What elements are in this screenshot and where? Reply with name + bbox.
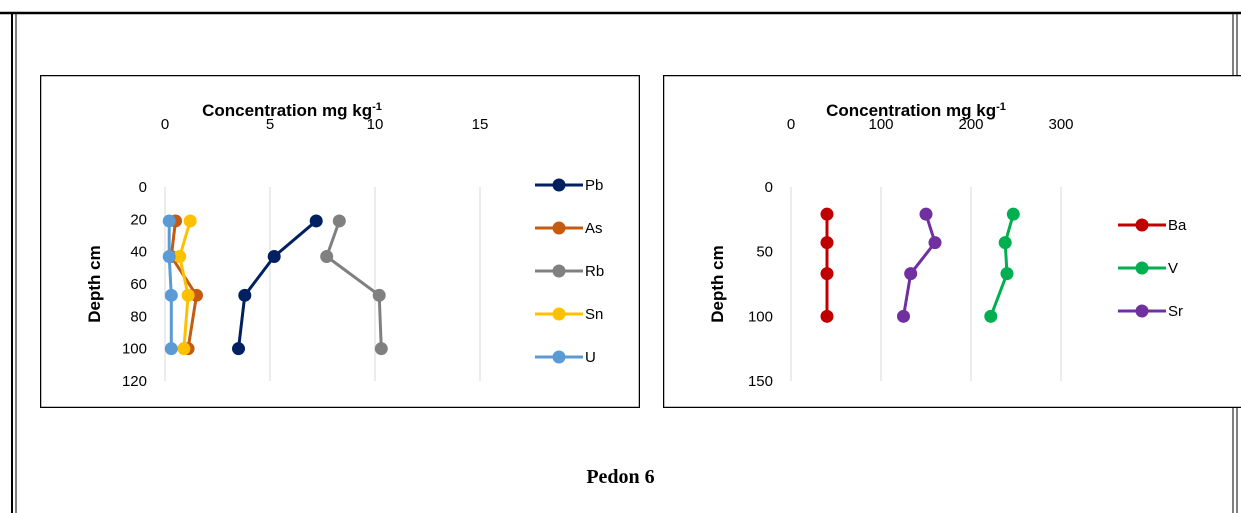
y-tick-label: 100 [748,308,773,325]
data-point-v [998,236,1012,250]
series-line-sn [178,220,192,349]
figure-caption: Pedon 6 [586,466,655,488]
legend-label-sn: Sn [585,306,603,323]
chart-panel-right: Concentration mg kg-1 0 100 200 300 0 50 100 150… [662,74,1241,409]
series-line-rb [324,220,383,349]
y-tick-label: 150 [748,373,773,390]
data-point-ba [820,267,834,281]
y-tick-label: 0 [765,179,773,196]
data-point-pb [309,214,323,228]
legend-marker-v [1135,261,1149,275]
y-tick-label: 40 [130,244,147,261]
chart-border [662,74,1241,409]
legend-label-v: V [1168,260,1178,277]
data-point-pb [267,250,281,264]
y-tick-label: 0 [139,179,147,196]
x-tick-label: 5 [266,116,274,133]
data-point-v [1000,267,1014,281]
data-point-u [164,288,178,302]
y-tick-label: 60 [130,276,147,293]
data-point-pb [238,288,252,302]
y-tick-label: 50 [756,244,773,261]
legend-marker-pb [552,178,566,192]
chart-title: Concentration mg kg-1 [202,101,382,120]
legend-marker-sn [552,307,566,321]
legend-label-pb: Pb [585,177,603,194]
y-tick-label: 20 [130,211,147,228]
y-tick-label: 100 [122,341,147,358]
data-point-sr [897,309,910,323]
x-tick-label: 15 [472,116,489,133]
legend-label-u: U [585,349,596,366]
data-point-rb [332,214,346,228]
chart-border [39,74,641,409]
data-point-ba [820,207,834,221]
data-point-v [984,309,998,323]
series-line-sr [902,213,937,317]
data-point-sn [173,250,187,264]
x-tick-label: 200 [958,116,983,133]
data-point-sn [183,214,197,228]
x-tick-label: 100 [868,116,893,133]
data-point-v [1006,207,1020,221]
chart-title: Concentration mg kg-1 [826,101,1006,120]
data-point-sr [904,267,918,281]
data-point-sn [181,288,195,302]
series-line-pb [237,219,318,349]
data-point-ba [820,309,834,323]
data-point-u [162,214,176,228]
data-point-rb [320,250,334,264]
y-tick-label: 80 [130,308,147,325]
x-tick-label: 10 [367,116,384,133]
series-line-v [989,213,1015,317]
y-axis-label: Depth cm [708,245,727,322]
series-line-u [167,220,173,349]
data-point-sr [919,207,933,221]
legend-marker-as [552,221,566,235]
legend-marker-rb [552,264,566,278]
legend-label-sr: Sr [1168,303,1183,320]
data-point-ba [820,236,834,250]
data-point-u [164,342,178,356]
chart-panel-left: Concentration mg kg-1 0 5 10 15 0 20 40 60 80 100 1… [39,74,641,409]
x-tick-label: 300 [1048,116,1073,133]
y-axis-label: Depth cm [85,245,104,322]
legend-marker-ba [1135,218,1149,232]
chart-left: Concentration mg kg-1 0 5 10 15 0 20 40 60 80 100 1… [39,74,641,409]
y-tick-label: 120 [122,373,147,390]
legend-label-rb: Rb [585,263,604,280]
chart-right: Concentration mg kg-1 0 100 200 300 0 50 100 150… [662,74,1241,409]
data-point-rb [374,342,388,356]
legend-label-as: As [585,220,603,237]
legend-marker-sr [1135,304,1149,318]
legend-label-ba: Ba [1168,217,1187,234]
data-point-pb [232,342,245,356]
data-point-u [162,250,176,264]
data-point-rb [372,288,386,302]
x-tick-label: 0 [787,116,795,133]
data-point-sn [177,342,191,356]
data-point-sr [928,236,942,250]
x-tick-label: 0 [161,116,169,133]
legend-marker-u [552,350,566,364]
